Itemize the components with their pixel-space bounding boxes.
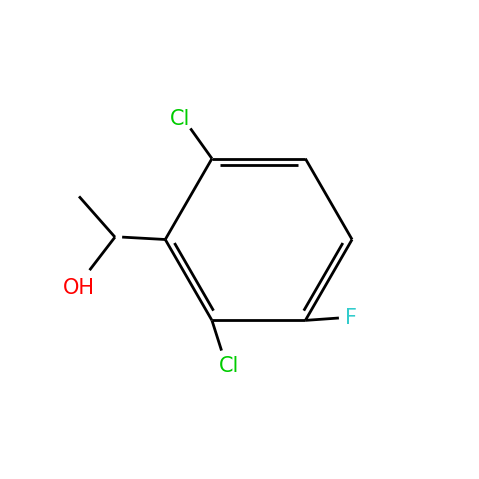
Text: Cl: Cl [170,109,190,129]
Text: OH: OH [63,278,95,298]
Text: F: F [345,308,357,328]
Text: Cl: Cl [218,356,239,376]
